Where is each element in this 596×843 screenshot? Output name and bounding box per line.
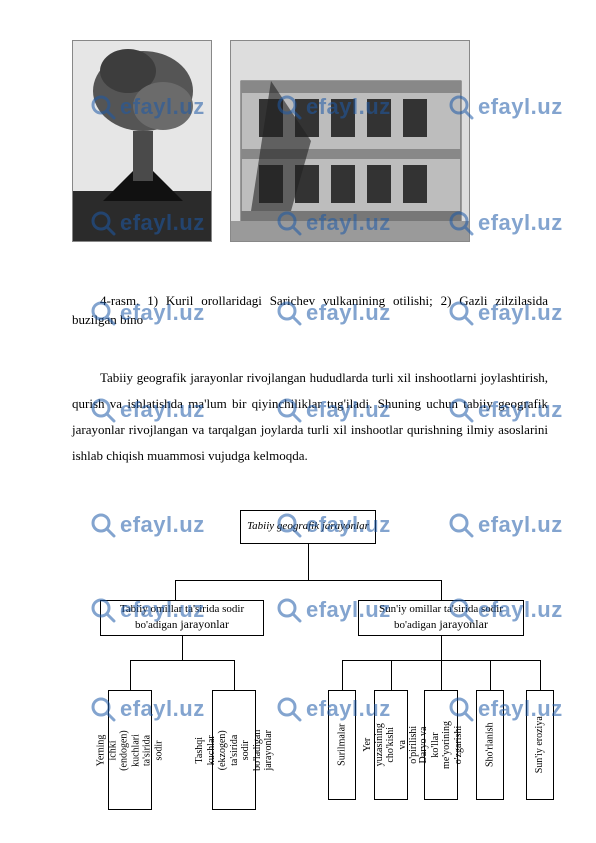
- figure-2-building: [230, 40, 470, 242]
- diagram-connector: [130, 660, 234, 661]
- leaf-label: Yer yuzasining cho'kishi va o'pirilishi: [362, 723, 420, 766]
- diagram-connector: [182, 636, 183, 660]
- diagram-leaf: Sho'rlanish: [476, 690, 504, 800]
- watermark-text: efayl.uz: [478, 210, 563, 236]
- branch-right-label: Sun'iy omillar ta'sirida sodir bo'adigan…: [363, 603, 519, 633]
- diagram-connector: [342, 660, 343, 690]
- diagram-connector: [308, 544, 309, 580]
- diagram-root-label: Tabiiy geografik jarayonlar: [247, 520, 369, 534]
- leaf-label: Tashqi kuchlar (ekzogen) ta'sirida sodir…: [194, 729, 275, 771]
- figure-1-volcano: [72, 40, 212, 242]
- concept-diagram: Tabiiy geografik jarayonlar Tabiiy omill…: [52, 510, 552, 840]
- diagram-connector: [175, 580, 441, 581]
- diagram-connector: [441, 580, 442, 600]
- diagram-connector: [540, 660, 541, 690]
- leaf-label: Yerning ichki (endogen) kuchlari ta'siri…: [96, 729, 165, 771]
- leaf-label: Daryo va ko'llar me'yorining o'zgarishi: [418, 721, 464, 769]
- diagram-branch-right: Sun'iy omillar ta'sirida sodir bo'adigan…: [358, 600, 524, 636]
- branch-left-label: Tabiiy omillar ta'sirida sodir bo'adigan…: [105, 603, 259, 633]
- diagram-connector: [441, 636, 442, 660]
- diagram-root-box: Tabiiy geografik jarayonlar: [240, 510, 376, 544]
- leaf-label: Sho'rlanish: [484, 723, 496, 768]
- diagram-connector: [441, 660, 442, 690]
- leaf-label: Sun'iy eroziya: [534, 716, 546, 773]
- diagram-leaf: Surilmalar: [328, 690, 356, 800]
- leaf-label: Surilmalar: [336, 724, 348, 766]
- diagram-leaf: Yerning ichki (endogen) kuchlari ta'siri…: [108, 690, 152, 810]
- diagram-leaf: Yer yuzasining cho'kishi va o'pirilishi: [374, 690, 408, 800]
- diagram-connector: [391, 660, 392, 690]
- body-paragraph: Tabiiy geografik jarayonlar rivojlangan …: [72, 365, 548, 469]
- diagram-leaf: Tashqi kuchlar (ekzogen) ta'sirida sodir…: [212, 690, 256, 810]
- watermark-text: efayl.uz: [478, 94, 563, 120]
- diagram-leaf: Daryo va ko'llar me'yorining o'zgarishi: [424, 690, 458, 800]
- branch-right-em: jarayonlar: [436, 617, 488, 631]
- diagram-branch-left: Tabiiy omillar ta'sirida sodir bo'adigan…: [100, 600, 264, 636]
- diagram-connector: [234, 660, 235, 690]
- diagram-connector: [175, 580, 176, 600]
- diagram-connector: [490, 660, 491, 690]
- diagram-connector: [130, 660, 131, 690]
- figure-row: [72, 40, 470, 242]
- branch-left-em: jarayonlar: [177, 617, 229, 631]
- figure-caption: 4-rasm. 1) Kuril orollaridagi Sarichev v…: [72, 292, 548, 330]
- diagram-leaf: Sun'iy eroziya: [526, 690, 554, 800]
